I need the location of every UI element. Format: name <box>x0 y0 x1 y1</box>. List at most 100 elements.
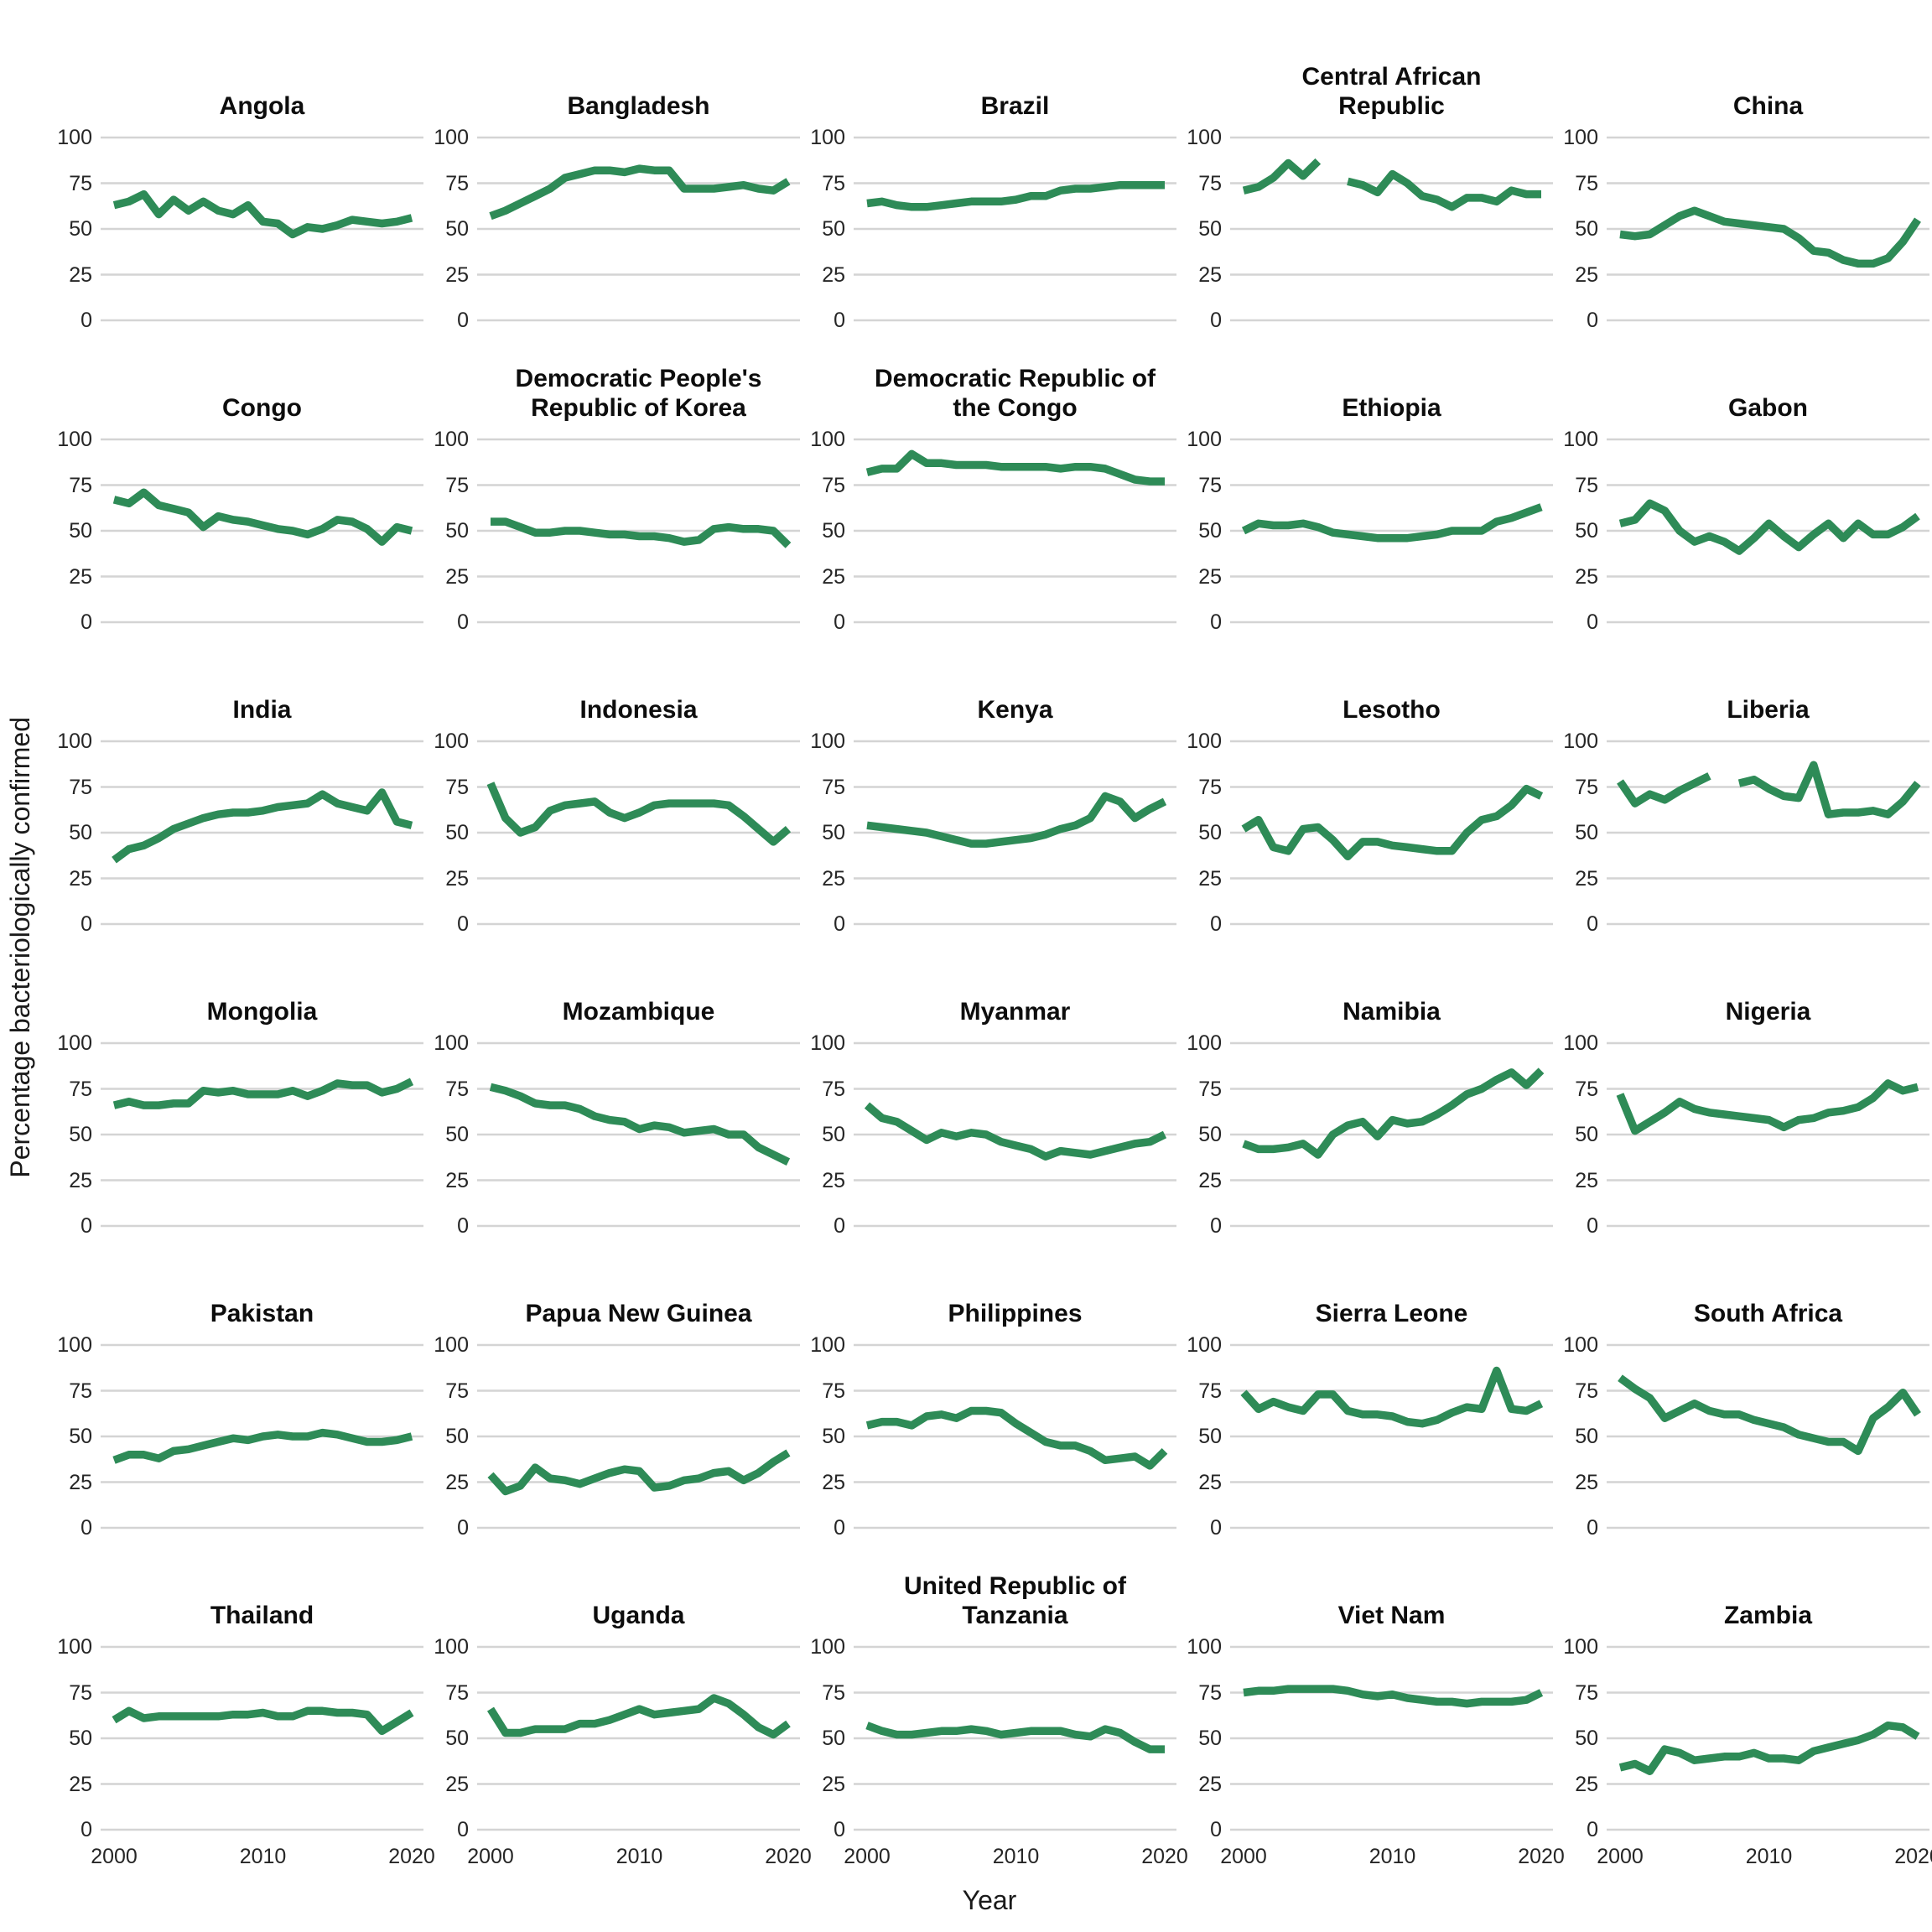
y-tick-label: 75 <box>1198 171 1222 195</box>
y-tick-label: 25 <box>1198 1470 1222 1494</box>
y-tick-label: 0 <box>1587 1516 1598 1540</box>
facet-title-text: Central African Republic <box>1301 63 1482 120</box>
y-tick-label: 100 <box>434 1031 469 1055</box>
y-tick-label: 75 <box>822 1077 845 1101</box>
y-axis-gutter: 0 25 50 75 100 <box>423 1333 477 1540</box>
facet-title: Ethiopia <box>1230 335 1553 429</box>
line-series <box>112 190 413 239</box>
facet-cell: Central African Republic 0 25 50 75 100 <box>1176 34 1553 335</box>
y-tick-label: 100 <box>1563 126 1598 149</box>
facet-plot <box>477 1343 800 1530</box>
y-tick-label: 50 <box>1198 1123 1222 1146</box>
line-series <box>112 1078 414 1109</box>
line-series <box>486 782 792 846</box>
facet-title: Central African Republic <box>1230 34 1553 127</box>
line-series <box>864 1102 1167 1161</box>
y-axis-gutter: 0 25 50 75 100 <box>423 428 477 634</box>
y-tick-label: 0 <box>1210 1214 1222 1238</box>
y-tick-label: 100 <box>810 730 845 753</box>
facet-title: Uganda <box>477 1543 800 1637</box>
line-series <box>1242 1067 1545 1159</box>
y-tick-label: 25 <box>1198 262 1222 287</box>
line-series <box>112 488 413 546</box>
y-tick-label: 25 <box>822 1470 845 1494</box>
y-axis-gutter: 0 25 50 75 100 <box>1176 1333 1230 1540</box>
y-tick-label: 25 <box>69 262 92 287</box>
facet-cell: Brazil 0 25 50 75 100 <box>800 34 1176 335</box>
y-tick-label: 25 <box>69 1772 92 1796</box>
y-tick-label: 100 <box>57 1333 92 1357</box>
facet-cell: Zambia 0 25 50 75 100 <box>1553 1543 1929 1845</box>
line-series <box>1240 1366 1544 1428</box>
facet-plot <box>854 740 1176 926</box>
y-tick-label: 0 <box>457 610 469 634</box>
y-axis-gutter: 0 25 50 75 100 <box>800 1031 854 1238</box>
line-series <box>866 792 1167 848</box>
y-axis-gutter: 0 25 50 75 100 <box>1553 126 1607 332</box>
y-tick-label: 25 <box>822 262 845 287</box>
facet-title-text: South Africa <box>1693 1299 1843 1327</box>
facet-plot <box>1607 1343 1929 1530</box>
y-tick-label: 0 <box>80 610 92 634</box>
facet-plot <box>1607 136 1929 322</box>
y-tick-label: 50 <box>1198 217 1222 241</box>
facet-cell: Mozambique 0 25 50 75 100 <box>423 939 800 1241</box>
y-tick-label: 0 <box>1587 912 1598 936</box>
y-tick-label: 0 <box>1210 309 1222 332</box>
facet-cell: Thailand 0 25 50 75 100 <box>47 1543 423 1845</box>
x-axis-title: Year <box>962 1885 1017 1915</box>
y-tick-label: 100 <box>810 126 845 149</box>
y-tick-label: 0 <box>834 1516 845 1540</box>
line-series <box>489 1083 791 1166</box>
facet-plot <box>1607 1041 1929 1228</box>
facet-cell: Namibia 0 25 50 75 100 <box>1176 939 1553 1241</box>
facet-title-text: Brazil <box>980 91 1050 120</box>
y-tick-label: 75 <box>822 775 845 799</box>
facet-cell: Lesotho 0 25 50 75 100 <box>1176 637 1553 939</box>
line-series <box>112 1706 414 1736</box>
facet-plot <box>1607 1645 1929 1831</box>
y-tick-label: 75 <box>445 1680 469 1705</box>
facet-title-text: Angola <box>219 91 305 120</box>
facet-title-text: Democratic People's Republic of Korea <box>515 365 762 422</box>
y-tick-label: 0 <box>834 610 845 634</box>
y-tick-label: 25 <box>1575 866 1598 891</box>
facet-cell: Kenya 0 25 50 75 100 <box>800 637 1176 939</box>
y-tick-label: 75 <box>69 775 92 799</box>
y-tick-label: 25 <box>822 1772 845 1796</box>
y-axis-gutter: 0 25 50 75 100 <box>423 1031 477 1238</box>
facet-title: Viet Nam <box>1230 1543 1553 1637</box>
line-series <box>1617 772 1711 808</box>
y-axis-title-wrap: Percentage bacteriologically confirmed <box>0 0 40 1895</box>
y-tick-label: 0 <box>1210 610 1222 634</box>
facet-title-text: Lesotho <box>1343 695 1441 724</box>
y-tick-label: 0 <box>1210 912 1222 936</box>
y-tick-label: 25 <box>445 1168 469 1192</box>
facet-title-text: Zambia <box>1723 1601 1813 1629</box>
facet-cell: Democratic Republic of the Congo 0 25 50 75 1… <box>800 335 1176 637</box>
y-tick-label: 75 <box>445 1379 469 1403</box>
y-tick-label: 75 <box>445 775 469 799</box>
x-tick-label: 2000 <box>1597 1845 1644 1868</box>
line-series <box>487 1449 791 1496</box>
y-tick-label: 100 <box>1187 126 1222 149</box>
facet-title-text: Mongolia <box>206 997 318 1026</box>
facet-title-text: India <box>232 695 292 724</box>
line-series <box>1242 158 1322 195</box>
line-series <box>866 180 1165 211</box>
y-axis-gutter: 0 25 50 75 100 <box>1553 1333 1607 1540</box>
facet-plot <box>101 136 423 322</box>
y-tick-label: 50 <box>69 217 92 241</box>
facet-title: Mozambique <box>477 939 800 1033</box>
y-tick-label: 0 <box>1587 610 1598 634</box>
y-tick-label: 50 <box>1198 1425 1222 1448</box>
x-tick-label: 2010 <box>615 1845 663 1868</box>
facet-title: Congo <box>101 335 423 429</box>
y-tick-label: 100 <box>1563 1031 1598 1055</box>
y-tick-label: 50 <box>822 1727 845 1750</box>
y-tick-label: 100 <box>57 1031 92 1055</box>
y-tick-label: 25 <box>1575 564 1598 589</box>
y-tick-label: 50 <box>445 1123 469 1146</box>
y-tick-label: 75 <box>1575 775 1598 799</box>
y-tick-label: 50 <box>1575 821 1598 844</box>
